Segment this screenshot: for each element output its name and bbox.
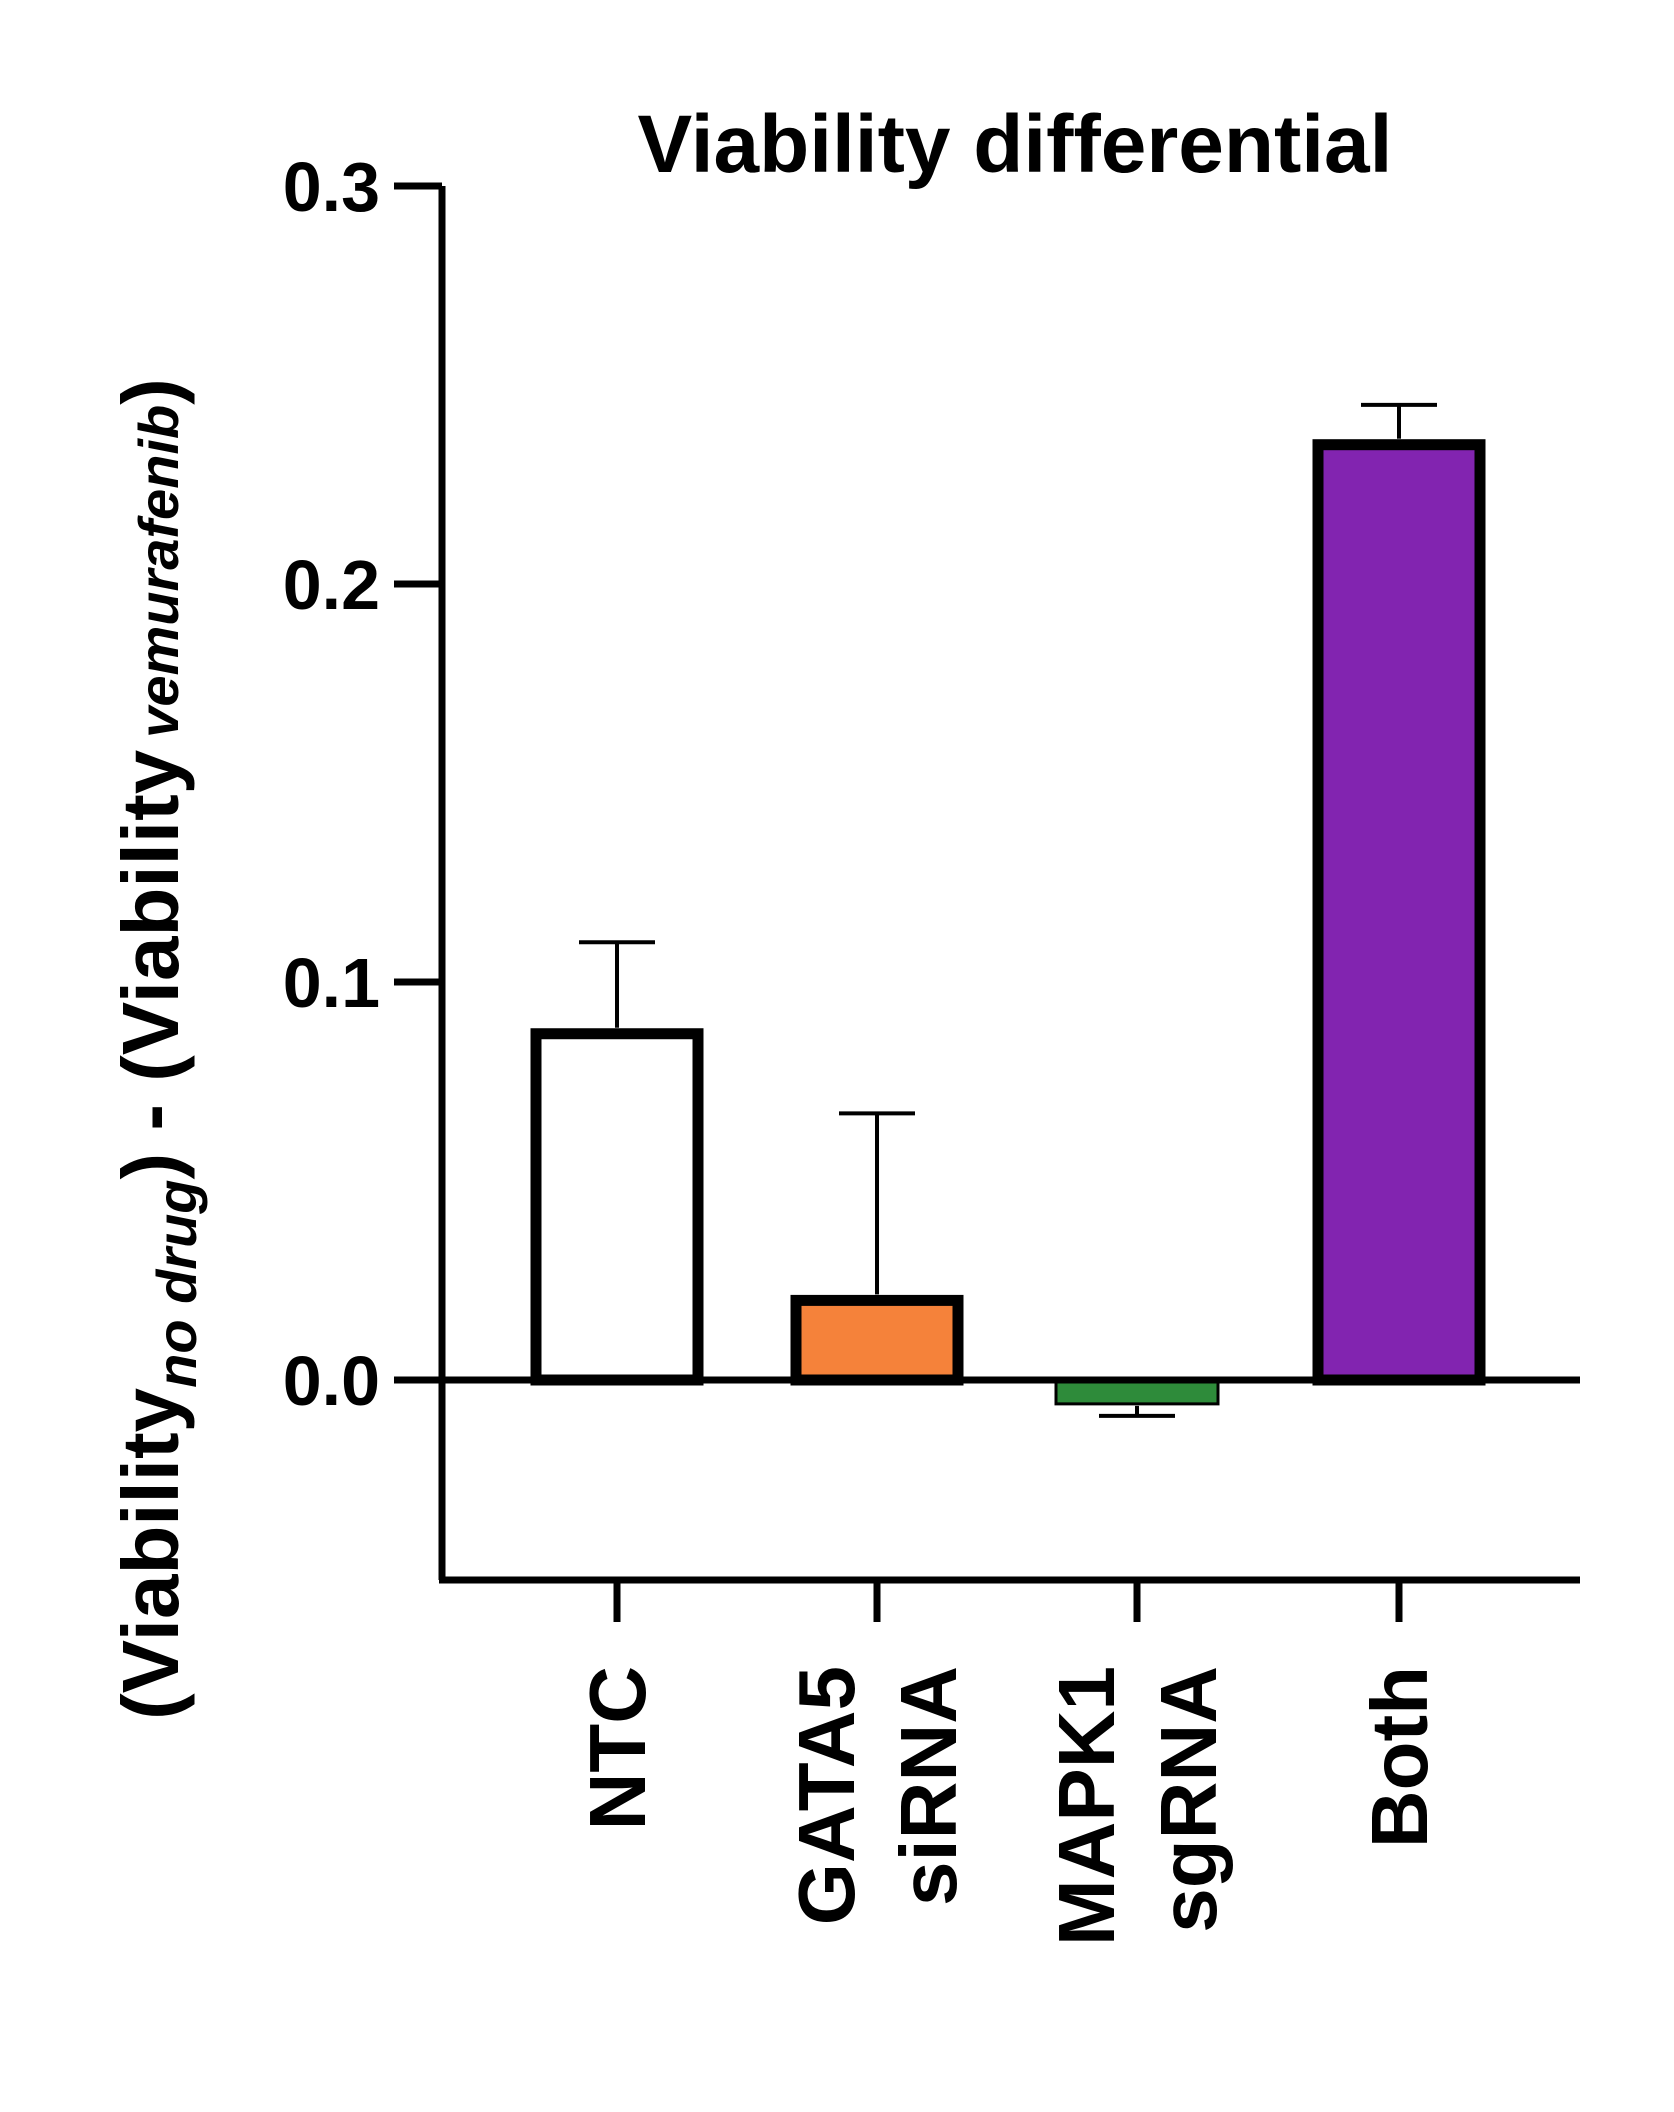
x-tick-label: NTC xyxy=(573,1666,662,1830)
x-tick-label: siRNA xyxy=(884,1666,973,1906)
x-tick-label: Both xyxy=(1355,1666,1444,1848)
plot-area: 0.0 0.1 0.2 0.3 NTC GATA5 siRNA MAPK1 sgRNA Both xyxy=(283,148,1580,1946)
y-axis-label-sub-no-drug: no drug xyxy=(145,1179,208,1387)
y-tick-label: 0.1 xyxy=(283,944,380,1022)
chart-title: Viability differential xyxy=(638,99,1393,190)
x-tick-label: GATA5 xyxy=(782,1666,871,1925)
y-axis-label-sub-vemurafenib: vemurafenib xyxy=(127,405,190,738)
x-tick-label: MAPK1 xyxy=(1042,1666,1131,1946)
bar xyxy=(1054,1378,1220,1406)
x-tick-label: sgRNA xyxy=(1144,1666,1233,1933)
bar xyxy=(790,1294,964,1386)
bar xyxy=(530,1028,704,1386)
y-axis-label-close: ) xyxy=(106,378,195,405)
y-tick-label: 0.2 xyxy=(283,546,380,624)
y-tick-label: 0.0 xyxy=(283,1342,380,1420)
bar xyxy=(1312,439,1486,1386)
y-axis-label-middle: ) - (Viability xyxy=(106,749,195,1179)
y-axis-label-open: (Viability xyxy=(106,1387,195,1719)
y-tick-label: 0.3 xyxy=(283,148,380,226)
y-axis-label: (Viabilityno drug) - (Viability vemurafen… xyxy=(106,378,208,1720)
